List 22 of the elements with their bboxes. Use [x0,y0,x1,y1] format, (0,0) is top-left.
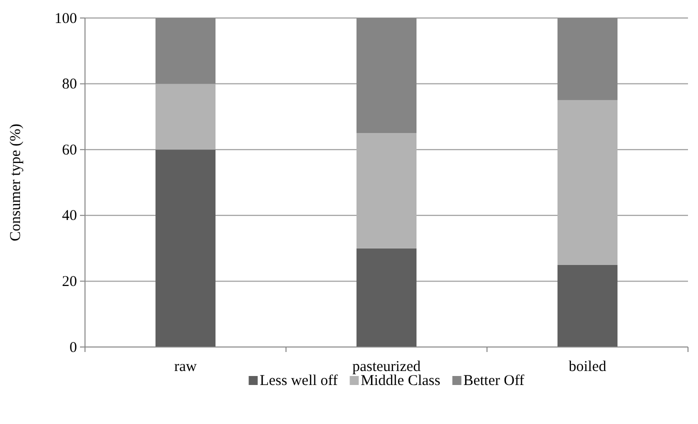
bar [356,18,416,134]
legend-label: Less well off [260,373,338,389]
bar [156,84,216,150]
bar [156,18,216,84]
x-tick-label: pasteurized [352,359,422,375]
legend-label: Middle Class [360,373,440,389]
y-tick-label: 80 [62,76,77,93]
legend-label: Better Off [463,373,524,389]
y-tick-label: 40 [62,208,77,224]
bar [558,100,618,265]
bar [558,18,618,100]
bar [356,133,416,248]
x-tick-label: raw [174,359,197,375]
bar [156,150,216,347]
y-tick-label: 60 [62,142,77,158]
x-tick-label: boiled [568,359,607,375]
bar [356,248,416,347]
y-tick-label: 100 [54,10,77,27]
y-axis-title: Consumer type (%) [8,124,24,242]
y-tick-label: 20 [62,274,77,290]
bar [558,264,618,347]
y-tick-label: 0 [70,340,77,356]
